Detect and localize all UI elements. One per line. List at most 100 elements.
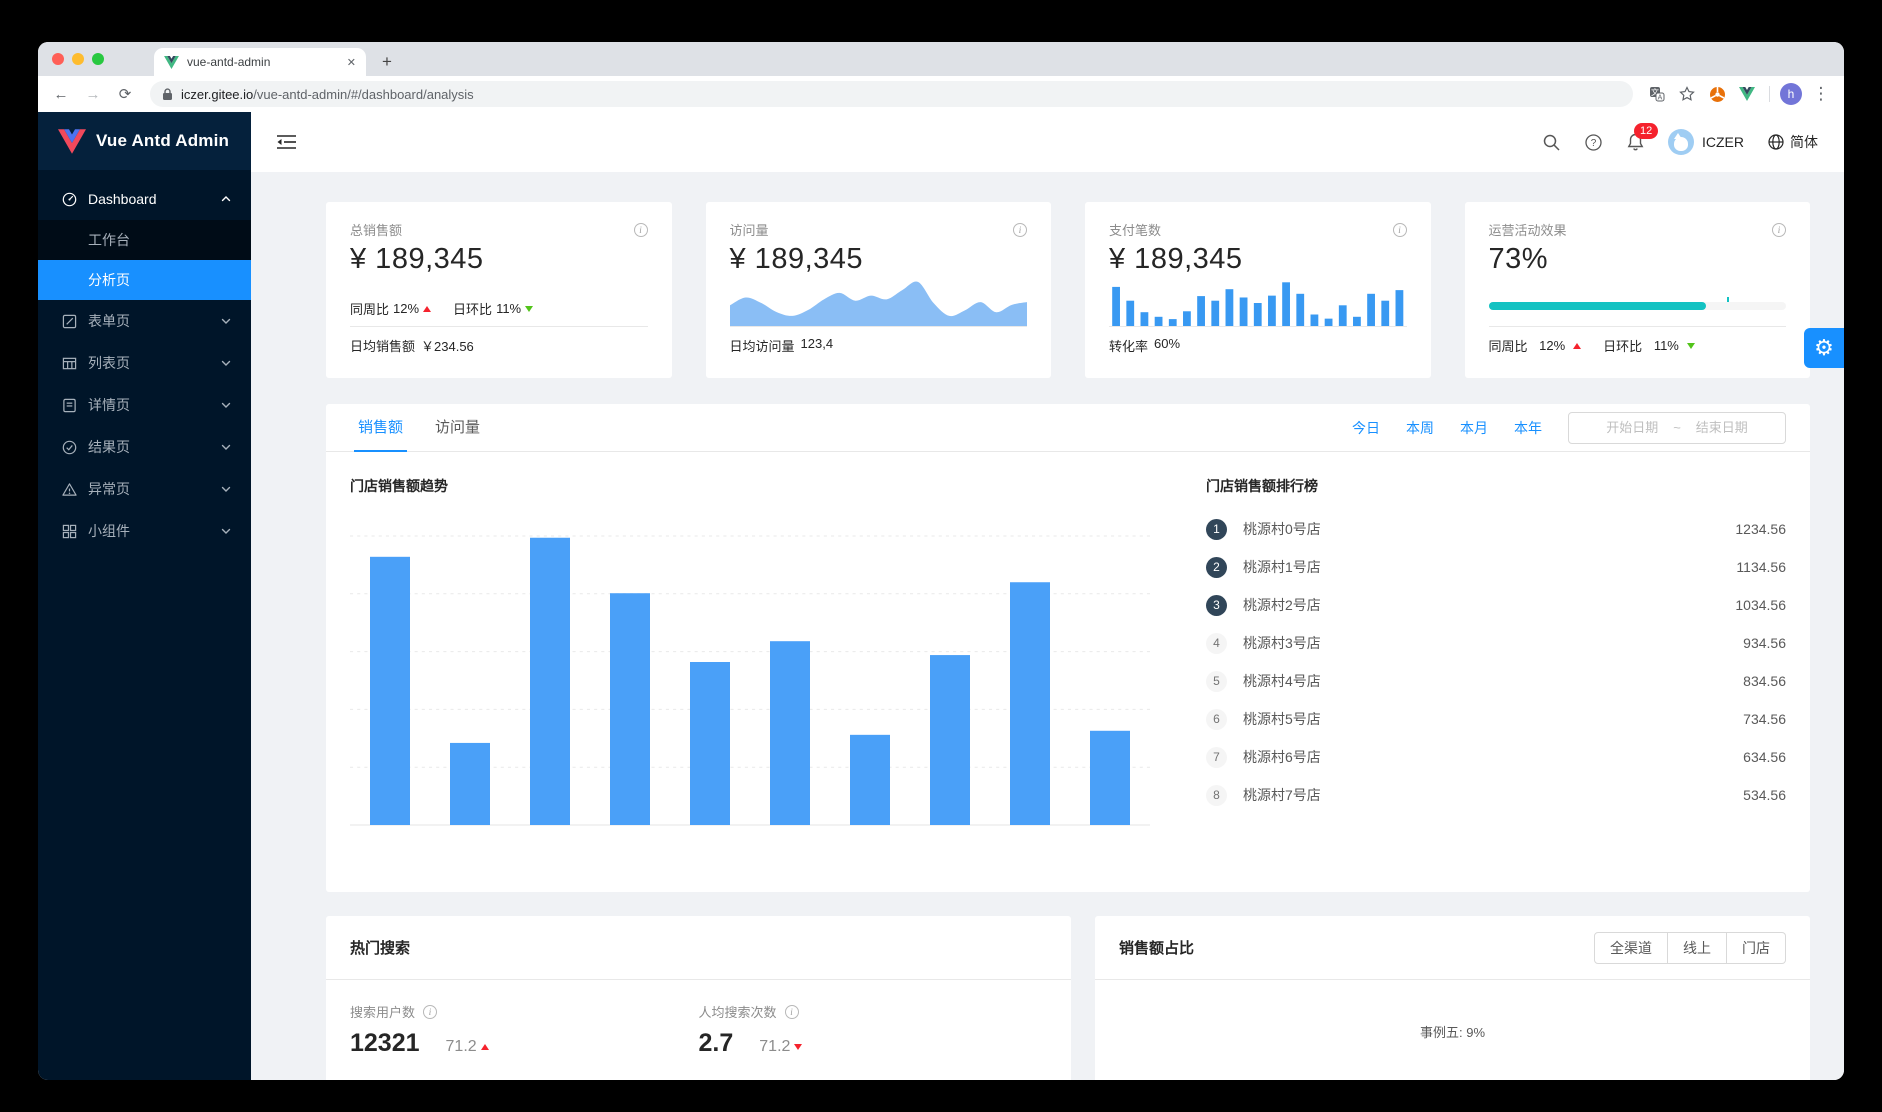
card-title: 热门搜索 [350, 940, 411, 957]
search-icon[interactable] [1542, 133, 1560, 151]
store-sales-value: 1134.56 [1736, 559, 1786, 575]
sidebar: Vue Antd Admin Dashboard 工作台分析页 表单页 列表页详情页结… [38, 112, 251, 1080]
address-bar[interactable]: iczer.gitee.io/vue-antd-admin/#/dashboar… [150, 81, 1633, 107]
card-divider [350, 326, 648, 327]
theme-settings-gear-button[interactable] [1804, 328, 1844, 368]
sidebar-item-小组件[interactable]: 小组件 [38, 510, 251, 552]
sales-ratio-card: 销售额占比 全渠道 线上 门店 事例五: 9% [1095, 916, 1810, 1080]
date-range-picker[interactable]: ~ [1568, 411, 1786, 444]
user-menu[interactable]: ICZER [1668, 129, 1744, 155]
close-window-icon[interactable] [52, 53, 64, 65]
stat-delta: 71.2 [446, 1038, 489, 1056]
forward-icon[interactable]: → [85, 85, 101, 103]
info-icon[interactable] [1772, 222, 1786, 237]
tab-favicon-vue-icon [164, 55, 179, 69]
ranking-row: 1 桃源村0号店 1234.56 [1206, 510, 1786, 548]
rank-badge: 3 [1206, 594, 1227, 616]
reload-icon[interactable]: ⟳ [118, 86, 132, 103]
tab-close-icon[interactable]: ✕ [346, 56, 356, 69]
language-switcher[interactable]: 简体 [1768, 132, 1818, 152]
info-icon[interactable] [1392, 222, 1407, 237]
extension-orange-icon[interactable] [1705, 86, 1729, 103]
chevron-down-icon [221, 358, 231, 368]
card-divider [729, 326, 1027, 327]
check-icon [62, 439, 78, 455]
store-name: 桃源村2号店 [1243, 597, 1321, 613]
range-month-link[interactable]: 本月 [1460, 419, 1488, 436]
stat-delta: 71.2 [759, 1038, 803, 1056]
store-name: 桃源村4号店 [1243, 673, 1321, 689]
tab-visits[interactable]: 访问量 [435, 418, 481, 436]
tab-title: vue-antd-admin [187, 55, 271, 69]
extension-vue-icon[interactable] [1735, 87, 1759, 101]
segment-stores[interactable]: 门店 [1727, 931, 1786, 964]
back-icon[interactable]: ← [53, 85, 69, 103]
store-sales-value: 1234.56 [1735, 521, 1786, 537]
date-end-input[interactable] [1684, 420, 1759, 435]
help-question-icon[interactable]: ? [1584, 133, 1602, 151]
notification-badge: 12 [1634, 123, 1659, 139]
sidebar-item-Dashboard[interactable]: Dashboard [38, 178, 251, 220]
rank-badge: 5 [1206, 670, 1227, 692]
ranking-panel: 门店销售额排行榜 1 桃源村0号店 1234.56 2 桃源村1号店 1134.56 3 桃源… [1150, 476, 1786, 866]
browser-menu-kebab-icon[interactable]: ⋮ [1812, 84, 1830, 103]
store-sales-value: 1034.56 [1735, 597, 1786, 613]
info-icon[interactable] [633, 222, 648, 237]
url-host: iczer.gitee.io [181, 86, 254, 102]
caret-down-icon [794, 1044, 803, 1050]
store-name: 桃源村7号店 [1243, 787, 1321, 803]
sidebar-item-异常页[interactable]: 异常页 [38, 468, 251, 510]
segment-online[interactable]: 线上 [1668, 931, 1727, 964]
card-footer: 转化率 60% [1109, 336, 1181, 354]
ranking-row: 3 桃源村2号店 1034.56 [1206, 586, 1786, 624]
info-icon[interactable] [423, 1004, 438, 1019]
trend-dod: 日环比 11% [453, 299, 534, 318]
date-start-input[interactable] [1595, 420, 1670, 435]
segment-all-channels[interactable]: 全渠道 [1594, 931, 1668, 964]
sidebar-subitem-工作台[interactable]: 工作台 [88, 232, 130, 248]
info-icon[interactable] [784, 1004, 799, 1019]
sidebar-item-列表页[interactable]: 列表页 [38, 342, 251, 384]
svg-text:文: 文 [1651, 87, 1659, 97]
sidebar-collapse-icon[interactable] [277, 134, 297, 150]
card-divider [1488, 326, 1786, 327]
rank-badge: 4 [1206, 632, 1227, 654]
store-name: 桃源村6号店 [1243, 749, 1321, 765]
info-icon[interactable] [1013, 222, 1027, 237]
sidebar-item-详情页[interactable]: 详情页 [38, 384, 251, 426]
app-title: Vue Antd Admin [96, 131, 230, 150]
new-tab-button[interactable]: + [382, 52, 392, 71]
sidebar-item-结果页[interactable]: 结果页 [38, 426, 251, 468]
app-logo[interactable]: Vue Antd Admin [38, 112, 251, 170]
ranking-row: 2 桃源村1号店 1134.56 [1206, 548, 1786, 586]
notifications-bell-icon[interactable]: 12 [1626, 123, 1659, 151]
user-avatar [1668, 129, 1694, 155]
ranking-row: 7 桃源村6号店 634.56 [1206, 738, 1786, 776]
ranking-row: 6 桃源村5号店 734.56 [1206, 700, 1786, 738]
svg-text:A: A [1658, 95, 1663, 102]
minimize-window-icon[interactable] [72, 53, 84, 65]
maximize-window-icon[interactable] [92, 53, 104, 65]
browser-tab[interactable]: vue-antd-admin ✕ [154, 48, 366, 76]
sidebar-item-表单页[interactable]: 表单页 [38, 300, 251, 342]
sidebar-item-label: Dashboard [88, 191, 157, 207]
ranking-row: 8 桃源村7号店 534.56 [1206, 776, 1786, 814]
stat-card-activity: 运营活动效果 73% [1464, 202, 1810, 378]
tab-sales[interactable]: 销售额 [342, 404, 419, 452]
range-today-link[interactable]: 今日 [1352, 419, 1380, 436]
warning-icon [62, 481, 78, 497]
range-year-link[interactable]: 本年 [1514, 419, 1542, 436]
sidebar-subitem-分析页[interactable]: 分析页 [38, 260, 251, 300]
caret-down-icon [1686, 342, 1695, 349]
caret-up-icon [423, 305, 432, 312]
trend-tabs-bar: 销售额 访问量 今日 本周 本月 本年 ~ [326, 404, 1810, 452]
bookmark-star-icon[interactable] [1675, 86, 1699, 102]
range-week-link[interactable]: 本周 [1406, 419, 1434, 436]
browser-profile-avatar[interactable]: h [1780, 83, 1802, 105]
card-title: 总销售额 [350, 223, 403, 238]
sidebar-item-label: 详情页 [88, 397, 130, 413]
